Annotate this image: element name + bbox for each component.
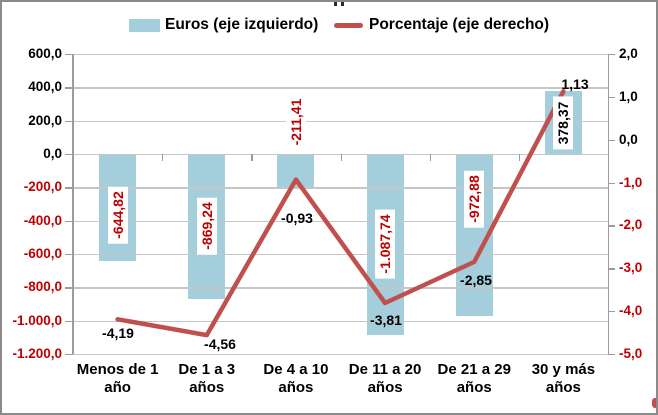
gridline [73,220,608,222]
category-axis-tick [518,154,521,161]
category-label-line1: De 21 a 29 [437,361,511,378]
category-axis-tick [429,154,431,161]
category-label: De 11 a 20 años [341,361,430,397]
line-data-label: -2,85 [460,272,492,288]
clipped-title-fragment [341,2,344,6]
line-data-label: -4,56 [204,336,236,352]
right-axis-tick [608,225,615,227]
right-axis-tick-label: -2,0 [619,217,643,233]
left-axis-tick-label: -200,0 [23,179,62,195]
gridline [73,87,608,89]
right-axis-tick-label: 2,0 [619,46,638,61]
category-label-line2: años [456,379,492,396]
category-label: De 1 a 3 años [162,361,251,397]
category-label: Menos de 1 año [73,361,162,397]
left-axis-line [72,54,74,354]
right-axis-tick-label: 1,0 [619,88,638,104]
right-axis-tick-label: -4,0 [619,303,643,319]
category-axis-tick [73,154,75,161]
category-label-line1: 30 y más [531,361,596,378]
legend-item-porcentaje: Porcentaje (eje derecho) [334,13,549,37]
right-axis-tick [608,354,615,356]
right-axis-tick [608,311,615,313]
category-axis-tick [340,154,342,161]
gridline [73,54,608,56]
legend-label-porcentaje: Porcentaje (eje derecho) [369,16,550,33]
right-axis-tick [608,54,615,56]
category-axis-tick [251,154,253,161]
left-axis-tick [65,220,73,222]
legend-label-euros: Euros (eje izquierdo) [165,16,319,33]
left-axis-tick-label: 0,0 [43,146,62,161]
gridline [73,354,608,356]
category-label-line2: años [278,379,314,396]
bar [277,154,315,190]
gridline [73,287,608,289]
bar-data-label: -869,24 [196,197,217,255]
left-axis-tick [65,120,73,122]
category-label-line2: años [367,379,403,396]
category-label-line2: años [545,379,581,396]
left-axis-tick [65,154,73,156]
left-axis-tick [65,87,73,89]
right-axis-tick-label: -5,0 [619,346,643,361]
clipped-title-fragment [334,2,337,6]
category-label-line2: año [104,379,131,396]
right-axis-tick [608,139,615,141]
right-axis-line [607,54,609,354]
left-axis-tick-label: -400,0 [23,212,62,228]
bar-data-label: -972,88 [464,170,485,228]
gridline [73,120,608,122]
right-axis-tick-label: -3,0 [619,260,643,276]
left-axis-tick-label: 400,0 [28,79,62,95]
right-axis-tick-label: -1,0 [619,174,643,190]
left-axis-tick [65,54,73,56]
line-data-label: -4,19 [102,325,134,341]
line-data-label: -3,81 [370,312,402,328]
left-axis-tick [65,287,73,289]
category-label: De 4 a 10 años [251,361,340,397]
bar-data-label: -644,82 [107,186,128,244]
left-axis-tick [65,320,73,322]
category-label: De 21 a 29 años [430,361,519,397]
left-axis-tick [65,254,73,256]
bar-series-swatch-icon [129,18,160,32]
left-axis-tick [65,354,73,356]
left-axis-tick-label: -800,0 [23,279,62,295]
legend-item-euros: Euros (eje izquierdo) [129,13,318,37]
category-label-line1: Menos de 1 [76,361,159,378]
left-axis-tick-label: -1.000,0 [12,312,62,328]
left-axis-tick-label: -600,0 [23,246,62,261]
line-data-label: 1,13 [561,76,589,92]
right-axis-tick [608,182,615,184]
left-axis-tick-label: 200,0 [28,112,62,128]
legend: Euros (eje izquierdo) Porcentaje (eje de… [2,13,656,39]
left-axis-tick-label: 600,0 [28,46,62,61]
gridline [73,254,608,256]
line-data-label: -0,93 [281,210,313,226]
bar-data-label: 378,37 [553,96,574,150]
category-label-line1: De 11 a 20 [348,361,422,378]
left-axis-tick [65,187,73,189]
gridline [73,187,608,189]
right-axis-tick [608,96,615,99]
edge-artifact [652,398,656,408]
right-axis-tick [608,268,615,270]
category-label-line1: De 1 a 3 [178,361,236,378]
bar-data-label: -211,41 [285,93,306,151]
category-label: 30 y más años [519,361,608,397]
bar-data-label: -1.087,74 [375,209,396,279]
category-axis-tick [162,154,164,161]
gridline [73,320,608,322]
left-axis-tick-label: -1.200,0 [12,346,62,361]
category-label-line1: De 4 a 10 [263,361,329,378]
line-series-swatch-icon [334,22,363,28]
right-axis-tick-label: 0,0 [619,131,638,147]
category-label-line2: años [189,379,225,396]
